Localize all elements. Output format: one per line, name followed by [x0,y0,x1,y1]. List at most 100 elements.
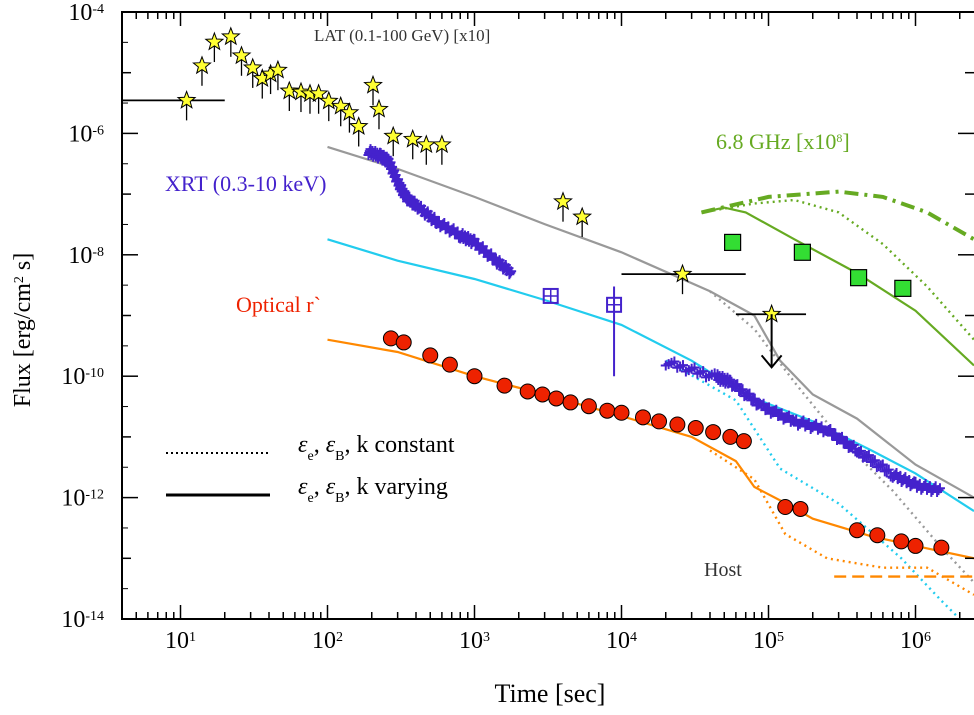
legend-label-varying: εe, εB, k varying [298,474,448,506]
optical-point [869,527,886,544]
x-tick-base: 10 [312,628,336,654]
radio-point [724,233,742,252]
xrt-point [848,439,859,450]
y-tick-exp: -12 [85,487,104,502]
x-tick-label: 102 [312,628,343,654]
y-axis-label: Flux [erg/cm2 s] [10,253,36,408]
optical-point [548,390,565,407]
lat-point [220,26,241,46]
x-tick-label: 104 [606,628,637,654]
y-tick-exp: -4 [92,2,104,17]
y-tick-label: 10-4 [68,0,104,26]
x-tick-exp: 1 [189,630,196,645]
data-points [122,26,950,556]
xrt-point [835,432,846,443]
lat-point [339,102,360,122]
optical-point [907,537,924,554]
xrt-point [863,450,874,461]
xrt-point [933,485,944,496]
lat-point [176,89,197,109]
x-tick-label: 106 [900,628,931,654]
lat-point [318,90,339,110]
lat-point [383,125,404,145]
model-green_solid [701,206,974,367]
model-orange_dotted [709,449,974,596]
xrt-point [855,445,866,456]
optical-label: Optical r` [236,292,321,317]
xrt-point [825,423,836,434]
xrt-point [840,437,851,448]
lat-point [572,206,593,226]
model-green_dotted [701,198,974,341]
radio-label: 6.8 GHz [x108] [716,129,850,154]
model-green_dashdot [701,189,974,242]
model-cyan_dotted [665,359,961,620]
x-axis-label: Time [sec] [495,679,606,708]
y-tick-exp: -10 [85,366,104,381]
x-tick-base: 10 [165,628,189,654]
optical-point [777,499,794,516]
x-tick-exp: 6 [924,630,931,645]
xrt-point [847,440,858,451]
lat-point [204,31,225,51]
optical-point [395,334,412,351]
optical-point [687,420,704,437]
optical-point [705,424,722,441]
x-tick-exp: 3 [483,630,490,645]
y-tick-base: 10 [61,364,85,390]
lat-label: LAT (0.1-100 GeV) [x10] [314,26,490,45]
optical-point [466,368,483,385]
optical-point [580,398,597,415]
y-tick-base: 10 [68,0,92,26]
x-tick-exp: 2 [336,630,343,645]
y-tick-exp: -8 [92,244,104,259]
lat-point [672,263,693,283]
xrt-point [830,428,841,439]
xrt-point [744,388,755,399]
x-tick-base: 10 [606,628,630,654]
radio-point [894,279,912,297]
lat-point [348,116,369,135]
xrt-point [842,436,853,447]
y-tick-base: 10 [68,121,92,147]
axes [121,11,974,620]
y-tick-exp: -6 [92,123,104,138]
optical-point [933,539,950,556]
xrt-point [506,266,517,277]
model-gray_solid [327,145,974,499]
lat-point [279,80,300,100]
y-tick-label: 10-8 [68,243,104,269]
xrt-point [823,425,834,436]
legend: εe, εB, k constant εe, εB, k varying [166,432,455,506]
optical-point [562,394,579,411]
xrt-point [828,429,839,440]
optical-point [893,533,910,550]
lat-point [242,57,263,77]
y-tick-base: 10 [61,486,85,512]
xrt-point [837,431,848,442]
y-tick-label: 10-6 [68,121,104,147]
y-tick-base: 10 [61,607,85,633]
lat-point [268,59,288,79]
xrt-point [689,362,700,373]
legend-label-constant: εe, εB, k constant [298,432,455,464]
optical-point [669,416,686,433]
y-tick-base: 10 [68,243,92,269]
lat-point [402,128,423,148]
optical-point [735,433,752,450]
host-label: Host [704,559,742,581]
x-tick-label: 105 [753,628,784,654]
x-tick-base: 10 [900,628,924,654]
optical-point [849,522,866,539]
lat-point [308,83,329,103]
x-tick-label: 103 [459,628,490,654]
optical-point [441,356,458,373]
optical-point [422,347,439,364]
optical-point [496,377,513,394]
optical-point [792,500,809,517]
xrt-box-cross [543,288,558,303]
optical-point [634,409,651,426]
tick-labels: 101 102 103 104 105 10610-410-610-810-1010-12… [61,0,931,654]
xrt-point [749,393,760,404]
xrt-point [698,366,709,377]
